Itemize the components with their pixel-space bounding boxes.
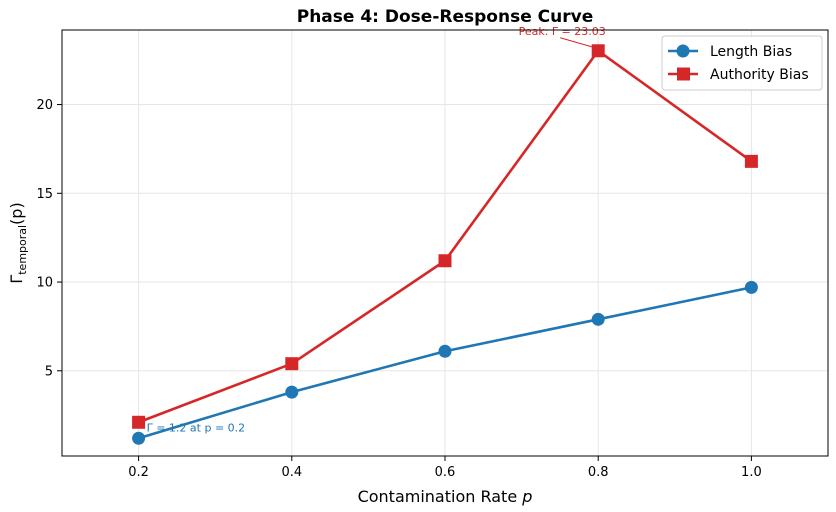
y-tick-label: 10	[36, 276, 53, 291]
y-axis-label-subscript: temporal	[16, 225, 29, 275]
data-point-marker	[438, 254, 452, 268]
y-tick-label: 5	[45, 364, 53, 379]
y-axis-label: Γtemporal(p)	[7, 202, 29, 283]
annotations: Peak: Γ = 23.03 Γ = 1.2 at p = 0.2	[147, 25, 606, 434]
annotation-peak: Peak: Γ = 23.03	[519, 25, 606, 38]
y-axis-label-symbol: Γ	[7, 275, 26, 284]
legend-label: Authority Bias	[710, 67, 809, 83]
data-point-marker	[132, 415, 146, 429]
x-axis-label-text: Contamination Rate	[358, 487, 523, 506]
chart-title: Phase 4: Dose-Response Curve	[297, 7, 593, 27]
x-tick-label: 0.4	[281, 465, 302, 480]
x-tick-label: 0.8	[588, 465, 609, 480]
legend-marker	[676, 44, 690, 58]
legend-box	[661, 35, 823, 91]
data-point-marker	[591, 44, 605, 58]
data-point-marker	[438, 344, 452, 358]
ticks: 0.2 0.4 0.6 0.8 1.0 5 10 15 20	[36, 98, 761, 480]
y-tick-label: 20	[36, 98, 53, 113]
grid	[62, 30, 828, 456]
data-point-marker	[744, 154, 758, 168]
annotation-start: Γ = 1.2 at p = 0.2	[147, 421, 246, 434]
y-tick-label: 15	[36, 187, 53, 202]
data-point-marker	[744, 280, 758, 294]
x-tick-label: 1.0	[741, 465, 762, 480]
legend-marker	[677, 67, 690, 81]
series-layer	[132, 44, 758, 445]
legend-label: Length Bias	[710, 44, 792, 60]
data-point-marker	[591, 312, 605, 326]
y-axis-label-argument: (p)	[7, 202, 26, 225]
x-axis-label: Contamination Rate p	[358, 487, 533, 506]
x-tick-label: 0.2	[128, 465, 149, 480]
data-point-marker	[132, 431, 146, 445]
legend: Length Bias Authority Bias	[661, 35, 823, 91]
data-point-marker	[285, 385, 299, 399]
x-axis-label-var: p	[521, 487, 532, 506]
annotation-arrow	[560, 37, 596, 49]
x-tick-label: 0.6	[435, 465, 456, 480]
data-point-marker	[285, 357, 299, 371]
